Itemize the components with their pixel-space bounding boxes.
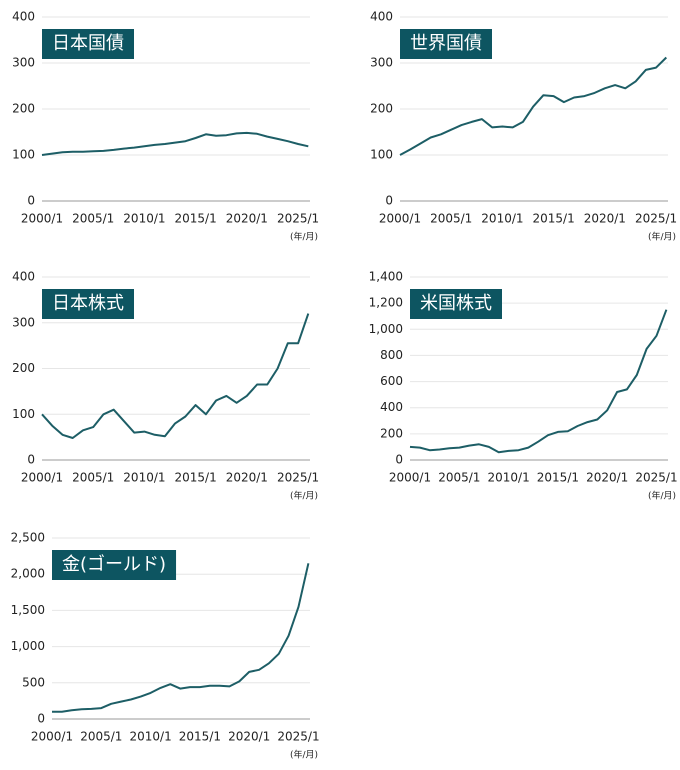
y-tick-label: 2,000 — [11, 567, 45, 581]
y-tick-label: 100 — [12, 407, 35, 421]
y-tick-label: 400 — [12, 10, 35, 24]
title-box — [52, 550, 177, 580]
y-tick-label: 200 — [370, 102, 393, 116]
x-tick-label: 2015/1 — [175, 212, 217, 226]
x-tick-label: 2020/1 — [228, 730, 270, 744]
x-unit-label: (年/月) — [290, 490, 318, 502]
x-tick-label: 2005/1 — [80, 730, 122, 744]
chart-title: 世界国債 — [410, 33, 482, 54]
title-box — [400, 29, 492, 59]
x-tick-label: 2010/1 — [129, 730, 171, 744]
x-tick-label: 2025/1 — [635, 471, 677, 485]
y-tick-label: 100 — [12, 148, 35, 162]
x-tick-label: 2015/1 — [533, 212, 575, 226]
title-box — [42, 29, 134, 59]
x-tick-label: 2000/1 — [21, 471, 63, 485]
y-tick-label: 0 — [385, 194, 393, 208]
y-tick-label: 1,400 — [369, 270, 403, 284]
title-box — [410, 289, 502, 319]
chart-panel: 0 200 400 600 800 1,000 1,200 1,400 2000/1 2005/1… — [369, 270, 678, 502]
x-tick-label: 2010/1 — [487, 471, 529, 485]
x-tick-label: 2020/1 — [226, 471, 268, 485]
x-tick-label: 2005/1 — [430, 212, 472, 226]
x-tick-label: 2000/1 — [379, 212, 421, 226]
x-unit-label: (年/月) — [648, 490, 676, 502]
x-tick-label: 2025/1 — [635, 212, 677, 226]
x-tick-label: 2005/1 — [72, 471, 114, 485]
y-tick-label: 0 — [37, 712, 45, 726]
y-tick-label: 500 — [22, 675, 45, 689]
line-series — [41, 313, 310, 439]
y-tick-label: 2,500 — [11, 531, 45, 545]
chart-panel: 0 100 200 300 400 2000/1 2005/1 2010/1 2015/1 202… — [370, 10, 677, 243]
y-tick-label: 300 — [12, 315, 35, 329]
y-tick-label: 300 — [370, 56, 393, 70]
y-tick-label: 600 — [380, 374, 403, 388]
x-tick-label: 2015/1 — [179, 730, 221, 744]
x-tick-label: 2005/1 — [438, 471, 480, 485]
chart-title: 日本株式 — [52, 293, 124, 314]
y-tick-label: 800 — [380, 348, 403, 362]
x-tick-label: 2015/1 — [175, 471, 217, 485]
y-tick-label: 100 — [370, 148, 393, 162]
x-tick-label: 2005/1 — [72, 212, 114, 226]
x-tick-label: 2015/1 — [537, 471, 579, 485]
x-tick-label: 2000/1 — [389, 471, 431, 485]
y-tick-label: 300 — [12, 56, 35, 70]
y-tick-label: 400 — [380, 400, 403, 414]
x-tick-label: 2010/1 — [123, 471, 165, 485]
y-tick-label: 200 — [12, 102, 35, 116]
chart-panel: 0 500 1,000 1,500 2,000 2,500 2000/1 2005/1 2010… — [11, 531, 320, 761]
chart-title: 米国株式 — [420, 293, 492, 314]
y-tick-label: 0 — [27, 194, 35, 208]
y-tick-label: 1,500 — [11, 603, 45, 617]
y-tick-label: 1,200 — [369, 296, 403, 310]
x-tick-label: 2010/1 — [481, 212, 523, 226]
y-tick-label: 200 — [380, 426, 403, 440]
y-tick-label: 400 — [370, 10, 393, 24]
y-tick-label: 0 — [395, 453, 403, 467]
title-box — [42, 289, 134, 319]
chart-panel: 0 100 200 300 400 2000/1 2005/1 2010/1 2015/1 202… — [12, 10, 319, 243]
chart-panel: 0 100 200 300 400 2000/1 2005/1 2010/1 2015/1 202… — [12, 270, 319, 502]
x-unit-label: (年/月) — [290, 749, 318, 761]
x-unit-label: (年/月) — [648, 231, 676, 243]
x-tick-label: 2000/1 — [21, 212, 63, 226]
y-tick-label: 1,000 — [369, 322, 403, 336]
chart-title: 日本国債 — [52, 33, 124, 54]
line-series — [41, 131, 309, 156]
x-tick-label: 2025/1 — [277, 471, 319, 485]
x-unit-label: (年/月) — [290, 231, 318, 243]
line-series — [399, 56, 668, 156]
x-tick-label: 2020/1 — [226, 212, 268, 226]
y-tick-label: 200 — [12, 361, 35, 375]
chart-title: 金(ゴールド) — [62, 554, 166, 575]
line-series — [52, 563, 310, 713]
x-tick-label: 2020/1 — [586, 471, 628, 485]
x-tick-label: 2025/1 — [277, 730, 319, 744]
line-series — [409, 309, 668, 454]
y-tick-label: 1,000 — [11, 639, 45, 653]
x-tick-label: 2000/1 — [31, 730, 73, 744]
y-tick-label: 400 — [12, 270, 35, 284]
x-tick-label: 2020/1 — [584, 212, 626, 226]
x-tick-label: 2010/1 — [123, 212, 165, 226]
x-tick-label: 2025/1 — [277, 212, 319, 226]
y-tick-label: 0 — [27, 453, 35, 467]
